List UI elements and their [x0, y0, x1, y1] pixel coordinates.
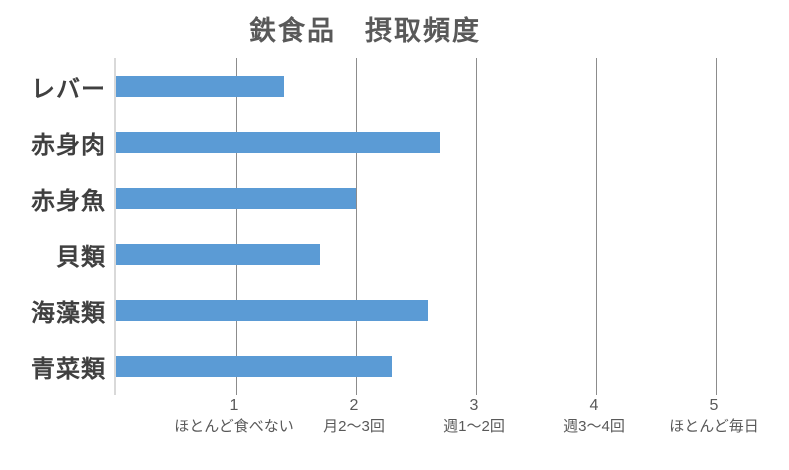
x-tick-sublabel: ほとんど毎日: [669, 418, 759, 436]
category-label: 赤身魚: [31, 187, 106, 215]
bar: [116, 356, 392, 378]
x-tick-number: 2: [349, 397, 359, 414]
bar: [116, 131, 440, 153]
grid-line: [596, 58, 597, 395]
x-tick-sublabel: 週3〜4回: [563, 418, 625, 436]
x-tick: 5 ほとんど毎日: [639, 397, 789, 436]
x-tick-sublabel: 月2〜3回: [323, 418, 385, 436]
plot-area: [114, 58, 774, 395]
x-tick-sublabel: 週1〜2回: [443, 418, 505, 436]
x-tick: 2 月2〜3回: [279, 397, 429, 436]
x-tick: 4 週3〜4回: [519, 397, 669, 436]
category-label: レバー: [31, 75, 106, 103]
y-axis-labels: レバー赤身肉赤身魚貝類海藻類青菜類: [0, 0, 110, 470]
grid-line: [476, 58, 477, 395]
chart-title: 鉄食品 摂取頻度: [249, 16, 481, 46]
bar: [116, 187, 356, 209]
category-label: 海藻類: [31, 300, 106, 328]
x-tick-number: 1: [229, 397, 239, 414]
x-tick-number: 4: [589, 397, 599, 414]
x-tick: 3 週1〜2回: [399, 397, 549, 436]
bar: [116, 75, 284, 97]
x-tick: 1 ほとんど食べない: [159, 397, 309, 436]
category-label: 赤身肉: [31, 131, 106, 159]
bar: [116, 300, 428, 322]
category-label: 貝類: [56, 244, 106, 272]
bar: [116, 244, 320, 266]
grid-line: [716, 58, 717, 395]
category-label: 青菜類: [31, 356, 106, 384]
x-tick-sublabel: ほとんど食べない: [174, 418, 294, 436]
grid-line: [356, 58, 357, 395]
x-tick-number: 5: [709, 397, 719, 414]
grid-line: [236, 58, 237, 395]
x-tick-number: 3: [469, 397, 479, 414]
